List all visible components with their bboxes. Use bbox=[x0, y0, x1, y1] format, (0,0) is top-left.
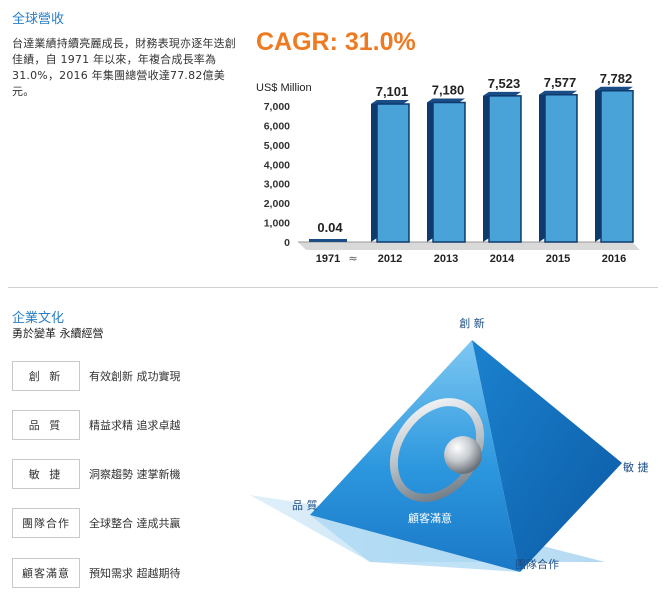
culture-section-title: 企業文化 bbox=[12, 311, 65, 326]
y-tick-label: 0 bbox=[284, 237, 290, 249]
value-button-quality[interactable]: 品 質 bbox=[12, 410, 80, 440]
x-tick-label-2016: 2016 bbox=[602, 253, 626, 265]
bar-2013 bbox=[433, 102, 465, 242]
revenue-intro-text: 台達業績持續亮麗成長，財務表現亦逐年迭創佳績，自 1971 年以來，年複合成長率… bbox=[12, 37, 236, 98]
culture-slogan: 勇於變革 永續經營 bbox=[12, 327, 104, 340]
x-tick-label-2012: 2012 bbox=[378, 253, 402, 265]
bar-side-2016 bbox=[595, 86, 601, 242]
chart-floor-plane bbox=[298, 242, 640, 250]
bar-side-2012 bbox=[371, 100, 377, 242]
bar-2016 bbox=[601, 90, 633, 242]
y-tick-label: 6,000 bbox=[264, 120, 290, 132]
value-row-innovation: 創 新 有效創新 成功實現 bbox=[12, 361, 252, 391]
data-label-2013: 7,180 bbox=[432, 83, 465, 98]
y-tick-label: 2,000 bbox=[264, 198, 290, 210]
chart-floor bbox=[298, 241, 640, 250]
value-row-agility: 敏 捷 洞察趨勢 速掌新機 bbox=[12, 459, 252, 489]
pyramid-side-face bbox=[472, 340, 622, 572]
value-desc-teamwork: 全球整合 達成共贏 bbox=[89, 517, 181, 530]
section-divider bbox=[8, 287, 658, 288]
bar-side-2015 bbox=[539, 90, 545, 242]
bar-1971 bbox=[309, 239, 347, 242]
value-button-innovation[interactable]: 創 新 bbox=[12, 361, 80, 391]
x-tick-label-2014: 2014 bbox=[490, 253, 515, 265]
bar-side-2014 bbox=[483, 91, 489, 242]
value-row-teamwork: 團隊合作 全球整合 達成共贏 bbox=[12, 508, 252, 538]
value-desc-customer-satisfaction: 預知需求 超越期待 bbox=[89, 567, 181, 580]
y-tick-label: 1,000 bbox=[264, 218, 290, 230]
bar-side-2013 bbox=[427, 98, 433, 242]
value-desc-quality: 精益求精 追求卓越 bbox=[89, 419, 181, 432]
pyramid-label-agility: 敏 捷 bbox=[623, 460, 649, 474]
x-tick-label-1971: 1971 bbox=[316, 253, 340, 265]
pyramid-label-customer-satisfaction: 顧客滿意 bbox=[408, 511, 452, 525]
revenue-section-title: 全球營收 bbox=[12, 12, 65, 27]
pyramid-label-innovation: 創 新 bbox=[459, 316, 485, 330]
x-axis: 1971 2012 2013 2014 2015 2016 ≈ bbox=[316, 252, 626, 265]
data-label-2012: 7,101 bbox=[376, 84, 409, 99]
y-tick-label: 7,000 bbox=[264, 101, 290, 113]
data-label-2016: 7,782 bbox=[600, 72, 633, 86]
y-axis-label: US$ Million bbox=[256, 82, 312, 94]
bar-top-2016 bbox=[595, 86, 633, 91]
value-button-teamwork[interactable]: 團隊合作 bbox=[12, 508, 80, 538]
pyramid-base-face bbox=[310, 515, 520, 572]
revenue-bar-chart: US$ Million 0 1,000 2,000 3,000 4,000 5,000 6,0… bbox=[256, 72, 640, 265]
value-row-customer: 顧客滿意 預知需求 超越期待 bbox=[12, 558, 252, 588]
y-tick-label: 3,000 bbox=[264, 179, 290, 191]
bar-series: 0.04 7,101 7,180 7,523 7,577 7,782 bbox=[309, 72, 634, 243]
bar-outline-2012 bbox=[376, 103, 410, 243]
bar-outline-2015 bbox=[544, 94, 578, 243]
axis-break-mark: ≈ bbox=[348, 252, 357, 265]
bar-top-2013 bbox=[427, 98, 465, 103]
x-tick-label-2015: 2015 bbox=[546, 253, 570, 265]
bar-outline-2013 bbox=[432, 101, 466, 243]
value-desc-agility: 洞察趨勢 速掌新機 bbox=[89, 468, 181, 481]
bar-2014 bbox=[489, 95, 521, 242]
value-desc-innovation: 有效創新 成功實現 bbox=[89, 370, 181, 383]
bar-2012 bbox=[377, 104, 409, 242]
bar-top-2015 bbox=[539, 90, 577, 95]
pyramid-front-face bbox=[310, 340, 520, 572]
value-button-agility[interactable]: 敏 捷 bbox=[12, 459, 80, 489]
sphere-icon bbox=[444, 436, 482, 474]
pyramid-label-teamwork: 團隊合作 bbox=[515, 557, 559, 571]
cagr-headline: CAGR: 31.0% bbox=[256, 28, 416, 56]
bar-top-2014 bbox=[483, 91, 521, 96]
bar-outline-2014 bbox=[488, 95, 522, 243]
value-button-customer-satisfaction[interactable]: 顧客滿意 bbox=[12, 558, 80, 588]
y-tick-label: 5,000 bbox=[264, 140, 290, 152]
data-label-2015: 7,577 bbox=[544, 75, 577, 90]
data-label-1971: 0.04 bbox=[317, 220, 343, 235]
y-tick-label: 4,000 bbox=[264, 159, 290, 171]
value-row-quality: 品 質 精益求精 追求卓越 bbox=[12, 410, 252, 440]
pyramid-label-quality: 品 質 bbox=[292, 498, 318, 512]
culture-pyramid-diagram: 創 新 品 質 敏 捷 團隊合作 顧客滿意 bbox=[250, 316, 649, 572]
x-tick-label-2013: 2013 bbox=[434, 253, 458, 265]
bar-outline-2016 bbox=[600, 90, 634, 243]
bar-2015 bbox=[545, 94, 577, 242]
y-axis: US$ Million 0 1,000 2,000 3,000 4,000 5,000 6,0… bbox=[256, 82, 312, 249]
data-label-2014: 7,523 bbox=[488, 76, 521, 91]
bar-top-2012 bbox=[371, 100, 409, 105]
